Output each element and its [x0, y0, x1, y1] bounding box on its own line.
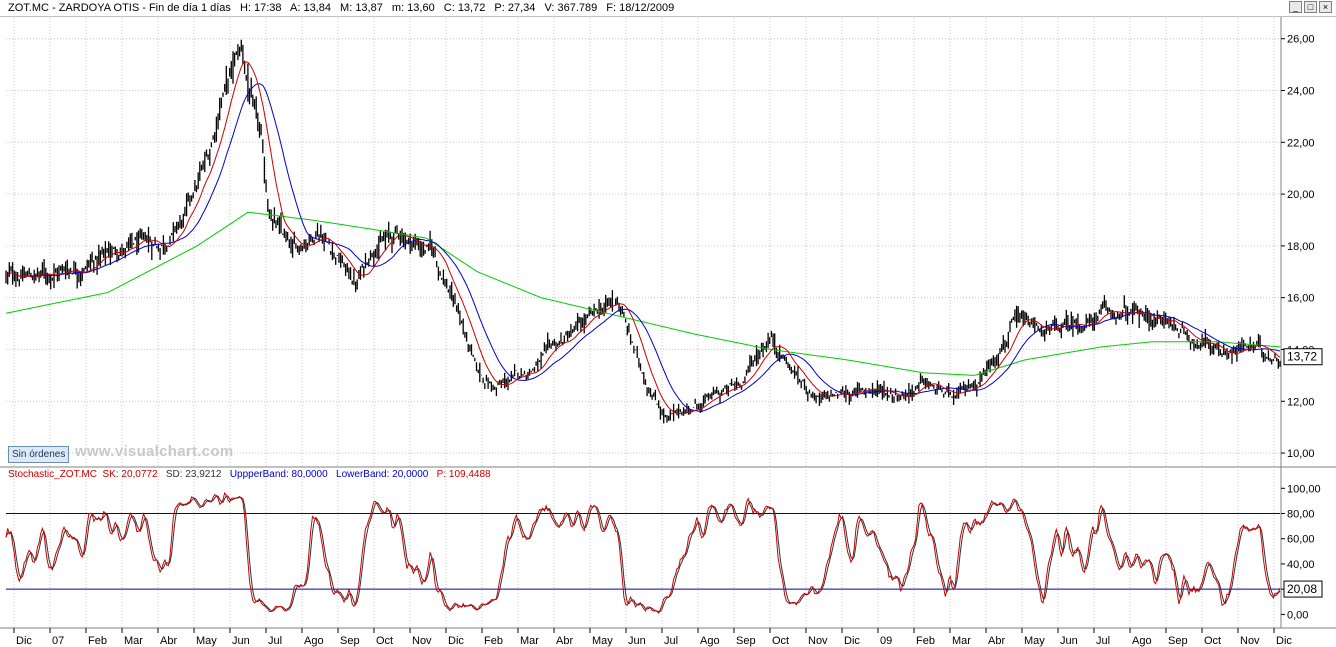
x-tick-label: Ago — [700, 635, 720, 647]
y-tick-label: 14,00 — [1287, 344, 1315, 356]
last-stoch-box — [1283, 580, 1323, 598]
x-tick-label: Jul — [268, 635, 282, 647]
title-stat: m: 13,60 — [388, 2, 435, 14]
title-stat: V: 367.789 — [541, 2, 598, 14]
stoch-y-axis: 0,00 20,00 40,00 60,00 80,00 100,00 — [1281, 483, 1321, 621]
maximize-button[interactable]: □ — [1304, 1, 1317, 13]
x-tick-label: Nov — [412, 635, 432, 647]
x-tick-label: Jun — [628, 635, 646, 647]
indicator-legend: Stochastic_ZOT.MC SK: 20,0772 SD: 23,921… — [8, 469, 491, 480]
y-tick-label: 24,00 — [1287, 86, 1315, 98]
title-stat: F: 18/12/2009 — [603, 2, 675, 14]
price-series — [5, 39, 1281, 424]
minimize-button[interactable]: _ — [1289, 1, 1302, 13]
indicator-upper: UppperBand: 80,0000 — [229, 469, 328, 480]
x-tick-label: Feb — [88, 635, 107, 647]
title-stat: H: 17:38 — [236, 2, 282, 14]
x-tick-label: May — [592, 635, 613, 647]
x-tick-label: 07 — [52, 635, 64, 647]
x-tick-label: Oct — [1204, 635, 1221, 647]
last-price-label: 13,72 — [1287, 350, 1317, 364]
last-price-box — [1283, 348, 1323, 366]
ma-mid-line — [5, 83, 1281, 412]
x-tick-label: Oct — [376, 635, 393, 647]
y-tick-label: 20,00 — [1287, 189, 1315, 201]
x-tick-label: Nov — [808, 635, 828, 647]
x-tick-label: Abr — [160, 635, 177, 647]
x-tick-label: Jun — [232, 635, 250, 647]
x-tick-label: Ago — [304, 635, 324, 647]
stoch-sk-line — [5, 491, 1281, 614]
x-tick-label: Dic — [448, 635, 464, 647]
x-tick-label: Sep — [736, 635, 756, 647]
y-tick-label: 80,00 — [1287, 509, 1315, 521]
ma-slow-line — [5, 211, 1281, 376]
y-tick-label: 26,00 — [1287, 34, 1315, 46]
x-tick-label: May — [196, 635, 217, 647]
y-tick-label: 100,00 — [1287, 483, 1321, 495]
x-tick-label: Sep — [340, 635, 360, 647]
sin-ordenes-button[interactable]: Sin órdenes — [8, 446, 70, 463]
x-tick-label: Feb — [916, 635, 935, 647]
x-tick-label: Ago — [1132, 635, 1152, 647]
x-tick-label: Sep — [1168, 635, 1188, 647]
title-text: ZOT.MC - ZARDOYA OTIS - Fin de día 1 día… — [8, 0, 674, 16]
x-tick-label: Abr — [556, 635, 573, 647]
title-stat: M: 13,87 — [336, 2, 383, 14]
y-tick-label: 18,00 — [1287, 241, 1315, 253]
title-stat: C: 13,72 — [440, 2, 486, 14]
x-tick-label: May — [1024, 635, 1045, 647]
y-tick-label: 0,00 — [1287, 609, 1308, 621]
x-tick-label: Feb — [484, 635, 503, 647]
x-tick-label: Mar — [124, 635, 143, 647]
price-bars — [5, 39, 1281, 424]
indicator-sd: SD: 23,9212 — [165, 469, 222, 480]
x-tick-label: Dic — [1276, 635, 1292, 647]
x-axis: Dic 07 Feb Mar Abr May Jun Jul Ago Sep Oct Nov Dic Fe… — [13, 18, 1292, 647]
x-tick-label: 09 — [880, 635, 892, 647]
x-tick-label: Jul — [664, 635, 678, 647]
title-stat: A: 13,84 — [287, 2, 331, 14]
x-tick-label: Oct — [772, 635, 789, 647]
indicator-sk: SK: 20,0772 — [102, 469, 158, 480]
y-tick-label: 60,00 — [1287, 534, 1315, 546]
indicator-name: Stochastic_ZOT.MC — [8, 469, 97, 480]
x-tick-label: Mar — [520, 635, 539, 647]
indicator-lower: LowerBand: 20,0000 — [336, 469, 429, 480]
x-tick-label: Mar — [952, 635, 971, 647]
y-tick-label: 16,00 — [1287, 293, 1315, 305]
y-tick-label: 12,00 — [1287, 396, 1315, 408]
x-tick-label: Jun — [1060, 635, 1078, 647]
watermark: www.visualchart.com — [75, 443, 234, 460]
last-stoch-label: 20,08 — [1287, 582, 1317, 596]
title-bar: ZOT.MC - ZARDOYA OTIS - Fin de día 1 día… — [0, 0, 1336, 17]
x-tick-label: Dic — [16, 635, 32, 647]
window-controls: _ □ × — [1289, 1, 1332, 13]
title-stats: H: 17:38 A: 13,84 M: 13,87 m: 13,60 C: 1… — [231, 2, 674, 14]
title-stat: P: 27,34 — [491, 2, 536, 14]
stoch-sd-line — [5, 495, 1281, 613]
close-button[interactable]: × — [1319, 1, 1332, 13]
y-tick-label: 20,00 — [1287, 584, 1315, 596]
ma-fast-line — [5, 61, 1281, 415]
indicator-p: P: 109,4488 — [436, 469, 491, 480]
x-tick-label: Jul — [1096, 635, 1110, 647]
y-tick-label: 10,00 — [1287, 448, 1315, 460]
x-tick-label: Abr — [988, 635, 1005, 647]
x-tick-label: Dic — [844, 635, 860, 647]
y-tick-label: 22,00 — [1287, 137, 1315, 149]
x-tick-label: Nov — [1240, 635, 1260, 647]
price-y-axis: 10,00 12,00 14,00 16,00 18,00 20,00 22,00 24,00… — [6, 34, 1315, 460]
title-symbol: ZOT.MC - ZARDOYA OTIS - Fin de día 1 día… — [8, 2, 231, 14]
y-tick-label: 40,00 — [1287, 559, 1315, 571]
